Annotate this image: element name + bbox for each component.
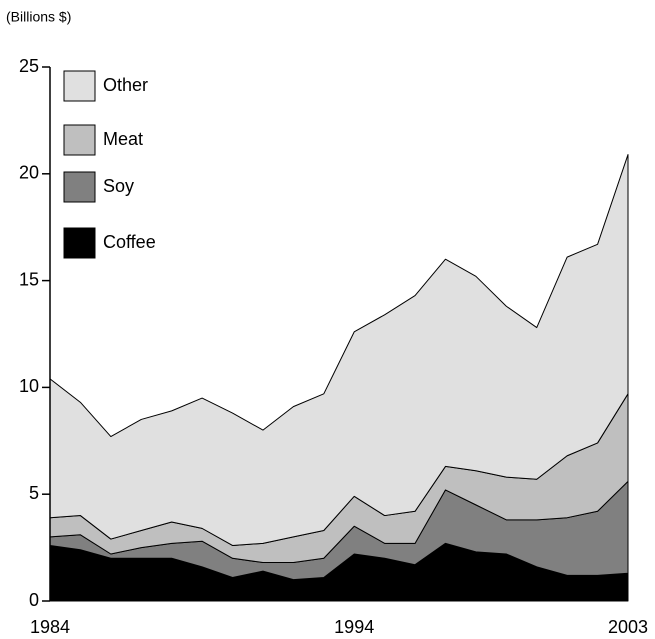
area — [49, 154, 629, 546]
legend-swatch — [63, 227, 96, 259]
legend-label: Soy — [103, 176, 134, 196]
legend-label: Meat — [103, 129, 143, 149]
x-tick-label: 2003 — [608, 617, 648, 637]
legend-swatch — [63, 171, 96, 203]
y-tick-label: 5 — [29, 483, 39, 503]
y-tick-label: 20 — [19, 163, 39, 183]
y-tick-label: 0 — [29, 590, 39, 610]
legend-swatch — [63, 70, 96, 102]
y-tick-label: 10 — [19, 376, 39, 396]
y-tick-label: 15 — [19, 269, 39, 289]
legend-label: Other — [103, 75, 148, 95]
y-tick-label: 25 — [19, 56, 39, 76]
y-axis-label: (Billions $) — [6, 9, 71, 25]
legend-label: Coffee — [103, 232, 156, 252]
x-tick-label: 1994 — [334, 617, 374, 637]
legend-swatch — [63, 124, 96, 156]
x-tick-label: 1984 — [30, 617, 70, 637]
